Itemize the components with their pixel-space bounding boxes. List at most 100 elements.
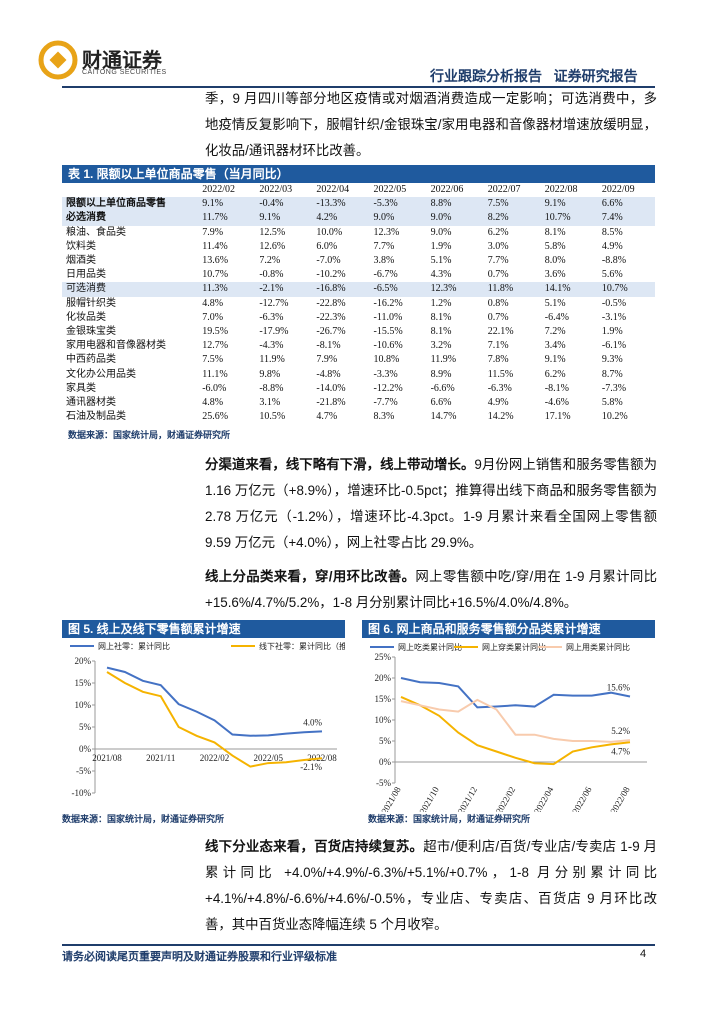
brand-en: CAITONG SECURITIES [82, 69, 167, 76]
y-tick-label: 15% [75, 678, 92, 688]
header-cell [62, 183, 198, 197]
cell: -8.8% [259, 382, 284, 394]
cell: 3.8% [373, 255, 395, 267]
y-tick-label: 0% [379, 757, 392, 767]
cell: 9.0% [430, 226, 452, 238]
cell: 4.8% [202, 397, 224, 409]
x-tick-label: 2022/06 [570, 785, 594, 812]
y-tick-label: 5% [79, 722, 92, 732]
header-cell: 2022/05 [373, 184, 407, 195]
cell: -16.2% [373, 297, 403, 309]
line [106, 671, 323, 768]
row-label: 日用品类 [66, 269, 106, 281]
cell: 9.1% [198, 197, 256, 212]
chart: -5% 0% 5% 10% 15% 20% 25% 2021/08 2021/10 2021/12… [370, 642, 647, 812]
row-label: 家具类 [66, 382, 96, 394]
cell: 22.1% [487, 326, 514, 338]
report-type-text: 行业跟踪分析报告 [430, 68, 542, 84]
cell: 4.8% [202, 297, 224, 309]
cell: 0.8% [487, 297, 509, 309]
cell: 7.2% [544, 326, 566, 338]
cell: 11.3% [198, 282, 256, 297]
legend-label: 网上吃类累计同比 [398, 642, 462, 652]
cell: 7.0% [202, 311, 224, 323]
legend-label: 网上穿类累计同比 [482, 642, 546, 652]
row: 家具类 -6.0% -8.8% -14.0% -12.2% -6.6% -6.3% -8.1%… [62, 382, 655, 396]
cell: 6.0% [316, 240, 338, 252]
cell: 8.8% [426, 197, 484, 212]
x-tick-label: 2021/10 [417, 785, 441, 812]
cell: -3.3% [373, 368, 398, 380]
cell: -6.5% [369, 282, 427, 297]
brand: 财通证券 [82, 50, 162, 72]
row: 文化办公用品类 11.1% 9.8% -4.8% -3.3% 8.9% 11.5% 6.2% 8… [62, 368, 655, 382]
cell: 0.7% [487, 269, 509, 281]
body: 网上零售额中吃/穿/用在 1-9 月累计同比+15.6%/4.7%/5.2%，1… [205, 569, 657, 610]
table: 2022/02 2022/03 2022/04 2022/05 2022/06 2022/… [62, 183, 655, 424]
legend-label: 网上社零：累计同比 [98, 641, 170, 651]
cell: -8.1% [316, 340, 341, 352]
row-label: 烟酒类 [66, 255, 96, 267]
source: 数据来源：国家统计局，财通证券研究所 [62, 814, 225, 824]
cell: 1.2% [430, 297, 452, 309]
cell: -10.6% [373, 340, 403, 352]
x-tick-label: 2022/02 [200, 753, 230, 763]
cell: -4.6% [544, 397, 569, 409]
cell: 9.1% [255, 211, 313, 226]
cell: 11.4% [202, 240, 228, 252]
value-label: 5.2% [611, 726, 630, 736]
cell: 3.4% [544, 340, 566, 352]
cell: -12.2% [373, 382, 403, 394]
cell: 25.6% [202, 411, 229, 423]
row-label: 中西药品类 [66, 354, 116, 366]
line [400, 677, 631, 709]
cell: 7.9% [202, 226, 224, 238]
source: 数据来源：国家统计局，财通证券研究所 [368, 814, 531, 824]
paragraph: 季，9 月四川等部分地区疫情或对烟酒消费造成一定影响；可选消费中，多地疫情反复影… [205, 91, 657, 158]
cell: 11.9% [430, 354, 457, 366]
cell: 13.6% [202, 255, 229, 267]
source: 数据来源：国家统计局，财通证券研究所 [68, 430, 231, 440]
header-cell: 2022/06 [430, 184, 464, 195]
row-label: 通讯器材类 [66, 397, 116, 409]
cell: -7.3% [601, 382, 627, 394]
row-label: 化妆品类 [66, 311, 106, 323]
cell: -7.0% [316, 255, 341, 267]
cell: 10.2% [601, 411, 628, 423]
cell: 12.7% [202, 340, 229, 352]
cell: 14.7% [430, 411, 457, 423]
cell: -17.9% [259, 326, 289, 338]
x-tick-label: 2022/04 [532, 785, 556, 812]
cell: -6.7% [373, 269, 398, 281]
cell: -0.8% [259, 269, 284, 281]
cell: 11.7% [198, 211, 256, 226]
cell: 10.7% [202, 269, 229, 281]
row-label: 金银珠宝类 [66, 326, 116, 338]
line [400, 695, 631, 766]
cell: 7.1% [487, 340, 509, 352]
footer-rule [62, 944, 655, 946]
lead: 分渠道来看，线下略有下滑，线上带动增长。 [205, 457, 475, 472]
cell: 8.7% [601, 368, 623, 380]
cell: 3.2% [430, 340, 452, 352]
cell: 9.3% [601, 354, 623, 366]
cell: -21.8% [316, 397, 346, 409]
cell: -6.0% [202, 382, 227, 394]
header-cell: 2022/04 [316, 184, 350, 195]
cell: 8.1% [430, 326, 452, 338]
lead: 线下分业态来看，百货店持续复苏。 [205, 839, 424, 854]
cell: 11.5% [487, 368, 514, 380]
cell: 10.8% [373, 354, 400, 366]
cell: 8.9% [430, 368, 452, 380]
cell: 12.3% [373, 226, 400, 238]
cell: 11.8% [483, 282, 541, 297]
y-tick-label: 0% [79, 744, 92, 754]
value-label: 4.0% [303, 717, 322, 727]
cell: 8.5% [601, 226, 623, 238]
row: 石油及制品类 25.6% 10.5% 4.7% 8.3% 14.7% 14.2% 17.1% 1… [62, 410, 655, 424]
cell: 14.1% [540, 282, 598, 297]
cell: 7.5% [483, 197, 541, 212]
cell: 9.1% [544, 354, 566, 366]
cell: 6.6% [430, 397, 452, 409]
